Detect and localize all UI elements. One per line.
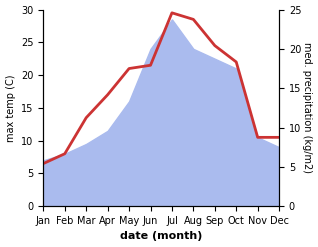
Y-axis label: med. precipitation (kg/m2): med. precipitation (kg/m2) <box>302 42 313 173</box>
Y-axis label: max temp (C): max temp (C) <box>5 74 16 142</box>
X-axis label: date (month): date (month) <box>120 231 203 242</box>
